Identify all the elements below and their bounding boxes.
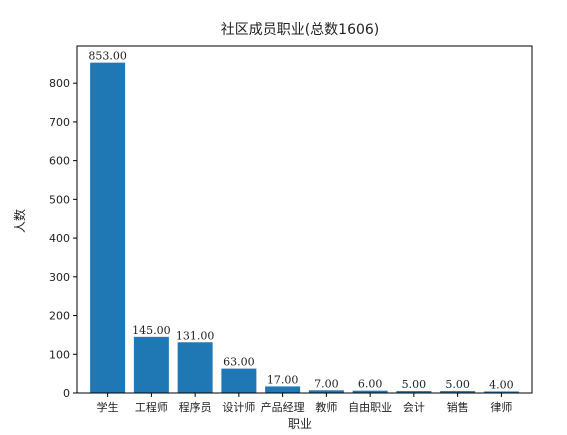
data-label-律师: 4.00: [489, 378, 514, 391]
bar-会计: [396, 391, 432, 393]
y-tick-label: 400: [49, 232, 70, 245]
bar-学生: [90, 62, 126, 394]
bar-工程师: [133, 336, 169, 393]
x-tick-label: 教师: [315, 401, 337, 414]
y-tick-label: 300: [49, 271, 70, 284]
bar-自由职业: [352, 390, 388, 393]
axes-frame: [76, 45, 533, 394]
x-tick-label: 工程师: [135, 401, 168, 414]
chart-title: 社区成员职业(总数1606): [221, 22, 380, 38]
data-label-自由职业: 6.00: [358, 378, 383, 391]
y-tick-label: 700: [49, 116, 70, 129]
x-tick-label: 设计师: [222, 401, 255, 414]
data-label-设计师: 63.00: [223, 356, 255, 369]
x-tick-label: 销售: [447, 400, 469, 414]
y-tick-label: 200: [49, 310, 70, 323]
data-label-工程师: 145.00: [132, 324, 171, 337]
data-label-销售: 5.00: [445, 378, 470, 391]
bar-设计师: [221, 368, 257, 393]
x-tick-label: 律师: [490, 401, 512, 414]
x-axis-label: 职业: [288, 417, 312, 431]
x-tick-label: 产品经理: [261, 400, 305, 414]
bar-产品经理: [265, 386, 301, 393]
y-tick-label: 600: [49, 155, 70, 168]
x-tick-label: 程序员: [179, 400, 212, 414]
y-tick-label: 500: [49, 193, 70, 206]
bar-程序员: [177, 342, 213, 393]
data-label-教师: 7.00: [314, 377, 339, 390]
y-tick-label: 100: [49, 348, 70, 361]
y-axis-label: 人数: [12, 209, 27, 233]
bar-教师: [308, 390, 344, 393]
plot-area: 853.00 学生 145.00 工程师 131.00 程序员 63.00 设计师 17.00 产…: [49, 45, 533, 414]
bar-律师: [483, 391, 519, 393]
data-label-程序员: 131.00: [176, 329, 215, 342]
data-label-学生: 853.00: [88, 50, 127, 63]
y-tick-label: 800: [49, 77, 70, 90]
data-label-会计: 5.00: [402, 378, 427, 391]
x-tick-label: 学生: [97, 400, 119, 414]
data-label-产品经理: 17.00: [267, 373, 299, 386]
bar-销售: [440, 391, 476, 393]
x-tick-label: 会计: [403, 401, 425, 414]
y-tick-label: 0: [63, 387, 70, 400]
x-tick-label: 自由职业: [348, 400, 392, 414]
